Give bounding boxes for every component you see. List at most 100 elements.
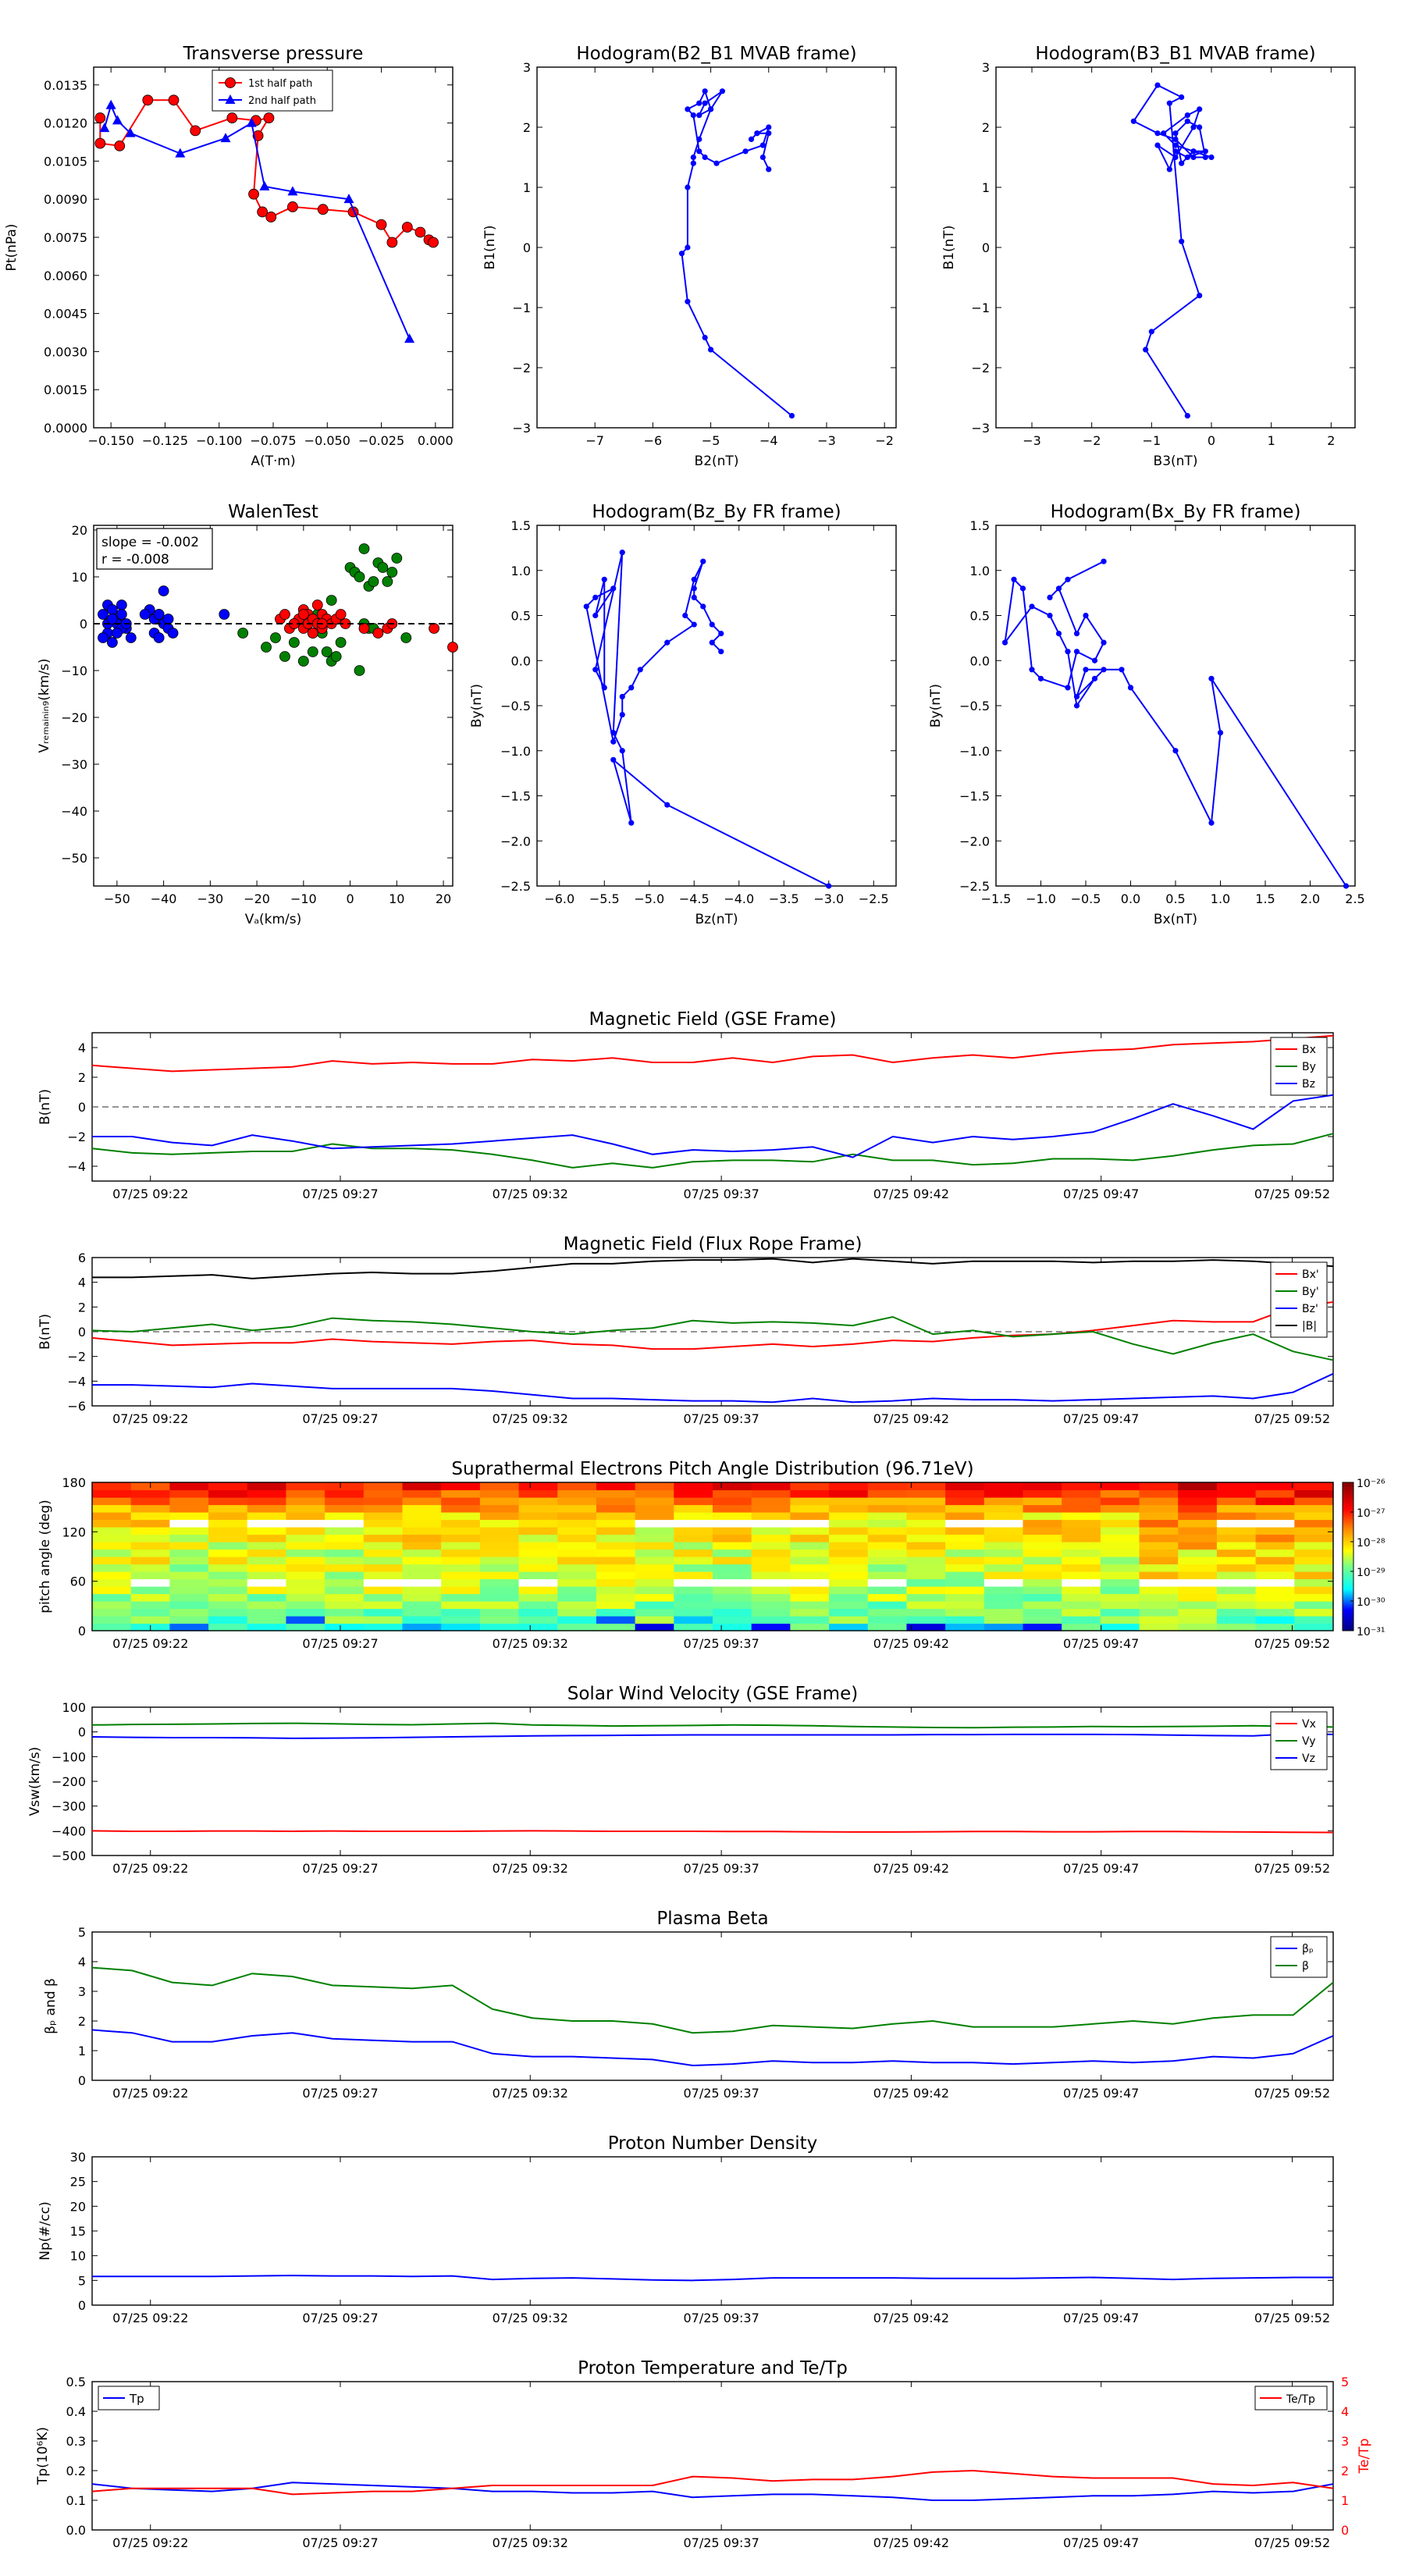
heatmap-cell <box>984 1616 1024 1624</box>
heatmap-cell <box>325 1497 365 1506</box>
heatmap-cell <box>286 1519 325 1528</box>
data-point <box>1190 124 1197 130</box>
heatmap-cell <box>208 1519 248 1528</box>
heatmap-cell <box>1139 1578 1179 1587</box>
x-tick-label: 07/25 09:52 <box>1254 1411 1330 1426</box>
heatmap-cell <box>169 1482 209 1491</box>
heatmap-cell <box>829 1519 869 1528</box>
right-y-tick-label: 1 <box>1341 2493 1349 2508</box>
x-axis-label: Vₐ(km/s) <box>245 912 302 927</box>
data-point <box>1065 576 1071 582</box>
x-tick-label: 07/25 09:32 <box>493 1636 568 1651</box>
heatmap-cell <box>1216 1489 1257 1498</box>
data-point <box>748 136 755 142</box>
y-tick-label: −1.0 <box>959 744 990 759</box>
x-tick-label: −4.0 <box>724 891 754 906</box>
data-point <box>1208 675 1215 681</box>
heatmap-cell <box>557 1482 597 1491</box>
data-point <box>1091 657 1098 664</box>
heatmap-cell <box>945 1534 985 1542</box>
heatmap-cell <box>596 1571 636 1580</box>
heatmap-cell <box>596 1527 636 1535</box>
data-point <box>358 543 370 554</box>
heatmap-cell <box>867 1497 908 1506</box>
data-point <box>1143 347 1149 353</box>
heatmap-cell <box>518 1489 558 1498</box>
heatmap-cell <box>325 1571 365 1580</box>
data-point <box>696 148 702 155</box>
y-tick-label: 2 <box>78 1070 86 1085</box>
data-point <box>162 614 174 624</box>
legend-label: βₚ <box>1302 1943 1314 1955</box>
heatmap-cell <box>363 1482 404 1491</box>
series-line-By' <box>91 1315 1334 1361</box>
data-point <box>1184 112 1190 119</box>
heatmap-cell <box>945 1482 985 1491</box>
data-point <box>153 632 165 643</box>
data-point <box>696 112 702 119</box>
heatmap-cell <box>286 1527 325 1535</box>
series-line-Vx <box>91 1830 1334 1834</box>
heatmap-cell <box>867 1549 908 1557</box>
x-tick-label: 07/25 09:37 <box>683 1411 759 1426</box>
y-tick-label: 1.0 <box>511 564 531 578</box>
x-tick-label: 07/25 09:52 <box>1254 1861 1330 1876</box>
y-tick-label: −30 <box>61 757 87 772</box>
heatmap-cell <box>945 1578 985 1587</box>
heatmap-cell <box>674 1489 713 1498</box>
heatmap-cell <box>557 1497 597 1506</box>
data-point <box>1208 154 1215 161</box>
y-tick-label: 2 <box>523 120 531 135</box>
heatmap-cell <box>208 1601 248 1610</box>
y-axis-label: By(nT) <box>469 684 485 728</box>
heatmap-cell <box>92 1601 132 1610</box>
x-tick-label: 0 <box>346 891 354 906</box>
heatmap-cell <box>906 1593 946 1602</box>
heatmap-cell <box>208 1489 248 1498</box>
heatmap-cell <box>1216 1557 1257 1565</box>
series-line <box>585 552 830 887</box>
y-tick-label: 2 <box>982 120 990 135</box>
heatmap-cell <box>829 1504 869 1513</box>
heatmap-cell <box>247 1534 287 1542</box>
y-tick-label: 10 <box>70 2249 86 2264</box>
y-tick-label: −200 <box>52 1774 86 1789</box>
y-tick-label: 0 <box>80 617 87 632</box>
heatmap-cell <box>1178 1557 1218 1565</box>
y-tick-label: −2 <box>67 1130 86 1144</box>
heatmap-cell <box>1178 1578 1218 1587</box>
heatmap-cell <box>984 1504 1024 1513</box>
y-tick-label: 1 <box>523 180 531 195</box>
plot-frame <box>536 66 897 429</box>
data-point <box>691 585 697 592</box>
colorbar-tick-label: 10⁻³¹ <box>1357 1626 1385 1638</box>
heatmap-cell <box>130 1527 170 1535</box>
x-tick-label: −1 <box>1143 433 1161 448</box>
heatmap-cell <box>363 1601 404 1610</box>
y-axis-label: B(nT) <box>37 1089 53 1125</box>
heatmap-cell <box>674 1571 713 1580</box>
heatmap-cell <box>713 1623 752 1631</box>
data-point <box>754 130 760 137</box>
data-point <box>788 413 795 419</box>
heatmap-cell <box>906 1519 946 1528</box>
heatmap-cell <box>479 1534 520 1542</box>
data-point <box>400 632 412 643</box>
heatmap-cell <box>635 1557 674 1565</box>
legend-box <box>1270 1936 1328 1978</box>
heatmap-cell <box>867 1482 908 1491</box>
heatmap-cell <box>945 1586 985 1595</box>
x-tick-label: 07/25 09:32 <box>493 2086 568 2101</box>
heatmap-cell <box>1100 1564 1140 1572</box>
data-point <box>343 194 354 204</box>
data-point <box>1029 603 1035 610</box>
data-point <box>592 594 599 601</box>
x-tick-label: 1.5 <box>1255 891 1275 906</box>
heatmap-cell <box>130 1519 170 1528</box>
heatmap-cell <box>208 1542 248 1550</box>
heatmap-cell <box>169 1504 209 1513</box>
data-point <box>1065 649 1071 655</box>
legend: Vx Vy Vz <box>1270 1711 1328 1770</box>
chart-pad: Suprathermal Electrons Pitch Angle Distr… <box>37 1459 1385 1651</box>
heatmap-cell <box>1178 1482 1218 1491</box>
